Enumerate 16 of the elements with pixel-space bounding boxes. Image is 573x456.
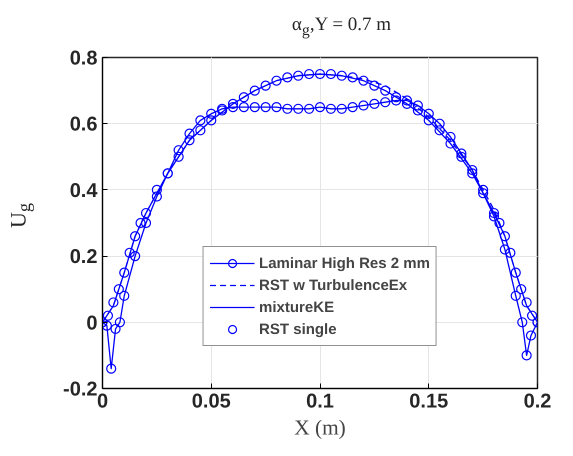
x-tick-label: 0.15 bbox=[409, 390, 448, 412]
y-tick-label: 0.4 bbox=[70, 180, 98, 202]
y-tick-label: 0.2 bbox=[70, 246, 98, 268]
x-tick-label: 0.2 bbox=[524, 390, 552, 412]
y-tick-label: 0.8 bbox=[70, 48, 98, 70]
x-tick-label: 0.05 bbox=[192, 390, 231, 412]
y-tick-label: -0.2 bbox=[63, 378, 98, 400]
legend-label: mixtureKE bbox=[259, 298, 334, 316]
legend-label: RST single bbox=[259, 320, 337, 338]
chart-title: α$_{g}$,Y = 0.7 m bbox=[292, 13, 392, 41]
legend-label: RST w TurbulenceEx bbox=[259, 276, 408, 294]
legend-label: Laminar High Res 2 mm bbox=[259, 254, 430, 272]
x-tick-label: 0.1 bbox=[306, 390, 334, 412]
y-tick-label: 0.6 bbox=[70, 114, 98, 136]
x-axis-title: X (m) bbox=[294, 416, 346, 440]
y-tick-label: 0 bbox=[86, 312, 98, 334]
